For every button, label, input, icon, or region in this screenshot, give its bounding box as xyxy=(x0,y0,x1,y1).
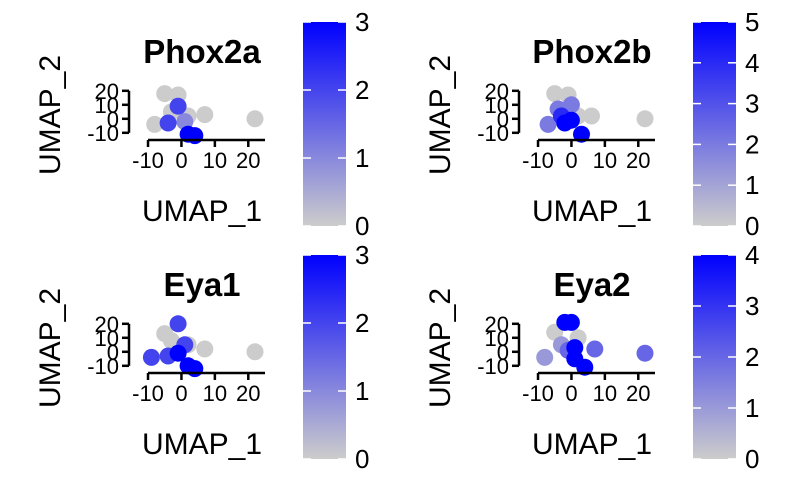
color-bar-label: 1 xyxy=(355,143,369,173)
y-tick-label: 0 xyxy=(107,340,119,365)
data-point xyxy=(142,348,160,366)
x-tick-label: 10 xyxy=(593,148,617,173)
y-axis-label: UMAP_2 xyxy=(34,288,67,408)
panel-title: Phox2b xyxy=(532,33,651,70)
data-point xyxy=(186,127,204,145)
data-point xyxy=(636,110,654,128)
x-axis-label: UMAP_1 xyxy=(142,195,262,228)
y-axis-label: UMAP_2 xyxy=(34,55,67,175)
y-tick-label: 20 xyxy=(95,79,119,104)
data-point xyxy=(586,340,604,358)
y-tick-label: 10 xyxy=(485,93,509,118)
data-point xyxy=(562,313,580,331)
x-tick-label: 10 xyxy=(593,381,617,406)
y-tick-label: -10 xyxy=(477,121,509,146)
panel-title: Eya1 xyxy=(163,266,240,303)
x-axis-label: UMAP_1 xyxy=(532,428,652,461)
data-point xyxy=(246,110,264,128)
data-point xyxy=(186,360,204,378)
x-tick-label: 10 xyxy=(203,381,227,406)
data-point xyxy=(546,85,564,103)
y-tick-label: 0 xyxy=(107,107,119,132)
data-point xyxy=(162,332,180,350)
y-tick-label: 10 xyxy=(95,93,119,118)
y-tick-label: 10 xyxy=(485,326,509,351)
data-point xyxy=(246,343,264,361)
x-tick-label: 20 xyxy=(626,381,650,406)
y-tick-label: 20 xyxy=(95,312,119,337)
color-bar-label: 2 xyxy=(745,342,759,372)
x-tick-label: -10 xyxy=(132,148,164,173)
color-bar-label: 4 xyxy=(745,48,759,78)
color-bar-label: 1 xyxy=(745,393,759,423)
data-point xyxy=(196,106,214,124)
color-bar-label: 3 xyxy=(745,89,759,119)
y-tick-label: -10 xyxy=(87,121,119,146)
x-tick-label: 0 xyxy=(565,148,577,173)
y-tick-label: 20 xyxy=(485,79,509,104)
x-axis-label: UMAP_1 xyxy=(532,195,652,228)
data-point xyxy=(169,344,187,362)
color-bar-label: 0 xyxy=(745,444,759,474)
color-bar-label: 4 xyxy=(745,240,759,270)
color-bar xyxy=(303,22,346,226)
data-point xyxy=(536,348,554,366)
data-point xyxy=(196,340,214,358)
color-bar-label: 1 xyxy=(355,376,369,406)
y-tick-label: 0 xyxy=(497,340,509,365)
panel-title: Phox2a xyxy=(143,33,261,70)
data-point xyxy=(146,115,164,133)
y-tick-label: 20 xyxy=(485,312,509,337)
data-point xyxy=(576,358,594,376)
color-bar-label: 1 xyxy=(745,170,759,200)
x-axis-label: UMAP_1 xyxy=(142,428,262,461)
data-point xyxy=(562,111,580,129)
x-tick-label: -10 xyxy=(132,381,164,406)
x-tick-label: 0 xyxy=(565,381,577,406)
data-point xyxy=(583,107,600,125)
x-tick-label: 20 xyxy=(236,381,260,406)
color-bar xyxy=(693,22,736,226)
x-tick-label: 0 xyxy=(175,381,187,406)
color-bar xyxy=(303,255,346,459)
color-bar-label: 0 xyxy=(745,211,759,241)
data-point xyxy=(169,315,187,333)
y-tick-label: -10 xyxy=(87,354,119,379)
y-tick-label: 10 xyxy=(95,326,119,351)
color-bar-label: 0 xyxy=(355,444,369,474)
panel-title: Eya2 xyxy=(553,266,630,303)
data-point xyxy=(156,85,174,103)
data-point xyxy=(169,97,187,115)
x-tick-label: 20 xyxy=(626,148,650,173)
x-tick-label: 20 xyxy=(236,148,260,173)
x-tick-label: 0 xyxy=(175,148,187,173)
data-point xyxy=(159,114,177,132)
color-bar-label: 3 xyxy=(355,7,369,37)
color-bar-label: 5 xyxy=(745,7,759,37)
data-point xyxy=(636,344,654,362)
x-tick-label: -10 xyxy=(522,381,554,406)
data-point xyxy=(562,96,580,114)
x-tick-label: 10 xyxy=(203,148,227,173)
color-bar-label: 3 xyxy=(745,291,759,321)
color-bar-label: 0 xyxy=(355,211,369,241)
color-bar-label: 2 xyxy=(355,308,369,338)
y-axis-label: UMAP_2 xyxy=(424,55,457,175)
data-point xyxy=(573,125,590,143)
y-tick-label: 0 xyxy=(497,107,509,132)
y-axis-label: UMAP_2 xyxy=(424,288,457,408)
color-bar-label: 2 xyxy=(355,75,369,105)
color-bar-label: 2 xyxy=(745,129,759,159)
y-tick-label: -10 xyxy=(477,354,509,379)
data-point xyxy=(539,115,557,133)
x-tick-label: -10 xyxy=(522,148,554,173)
color-bar-label: 3 xyxy=(355,240,369,270)
